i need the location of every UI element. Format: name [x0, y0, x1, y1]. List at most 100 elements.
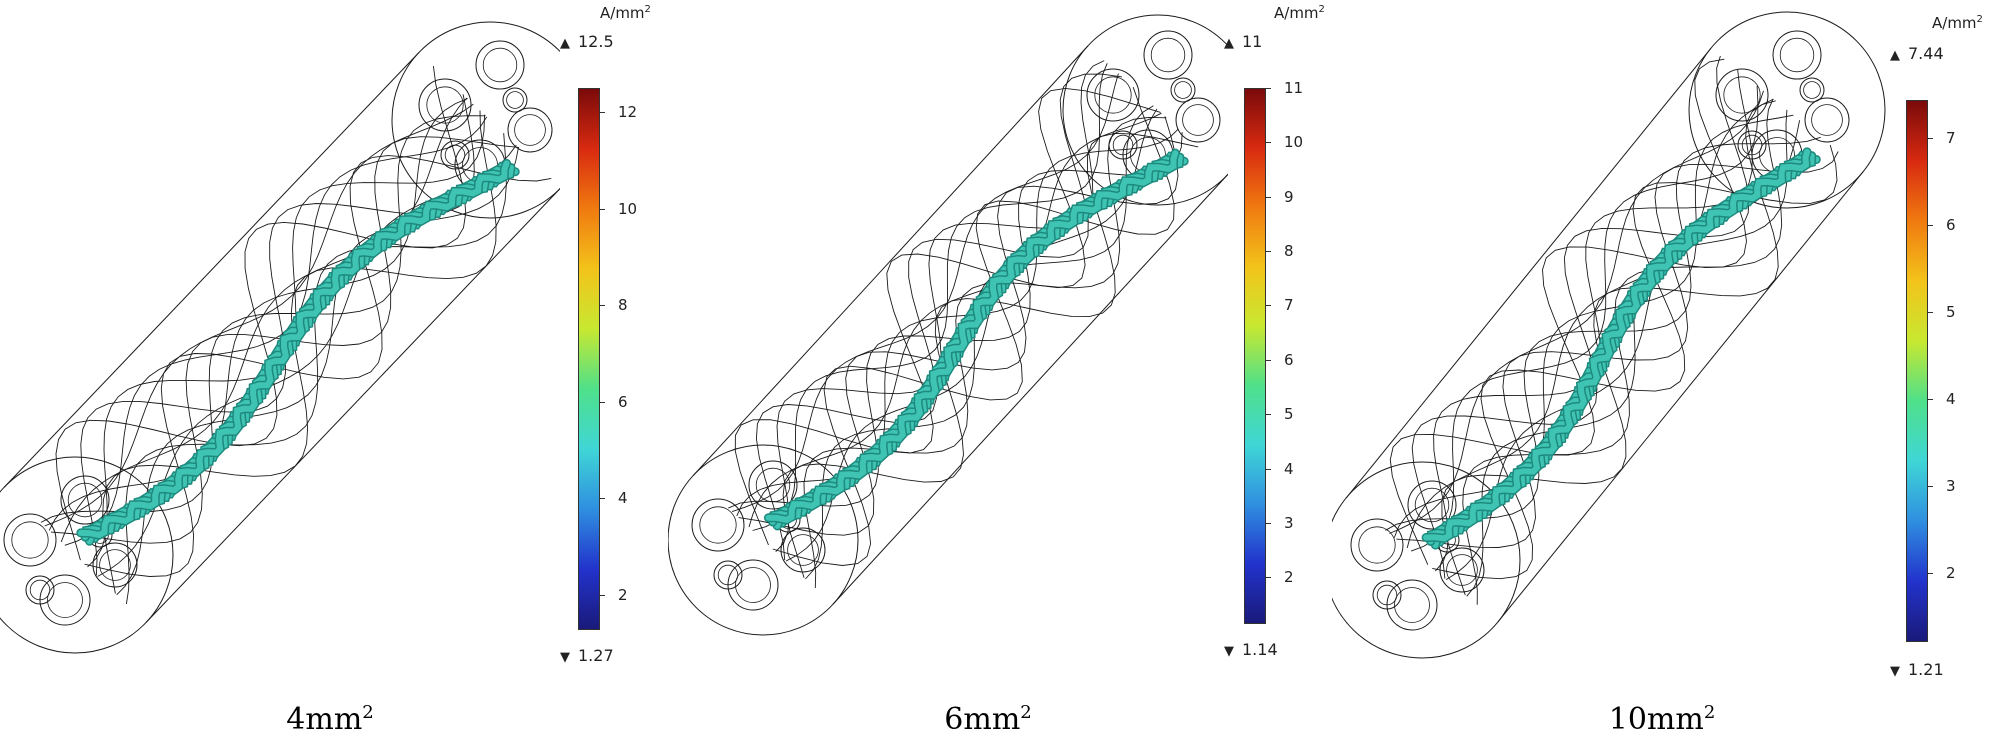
colorbar-tick-label: 4 — [1946, 390, 1956, 409]
wire-path — [805, 105, 1154, 580]
panel-10mm: A/mm2 ▲ 7.44 2 3 4 5 6 7 ▼ 1.21 10mm2 — [1332, 0, 1997, 742]
strand-circle — [748, 460, 798, 510]
colorbar-tick-mark — [600, 112, 605, 114]
colorbar-tick-mark — [1928, 399, 1933, 401]
cable-model-4mm — [0, 21, 560, 654]
cylinder-edge — [3, 52, 420, 488]
wire-path — [728, 132, 1183, 509]
colorbar-tick-label: 12 — [618, 103, 638, 122]
strand-circle — [1112, 134, 1134, 156]
colorbar-tick-label: 7 — [1946, 129, 1956, 148]
colorbar-tick-mark — [1266, 577, 1271, 579]
colorbar-tick-label: 3 — [1284, 513, 1294, 532]
strand-circle — [691, 498, 745, 552]
conductor-strand — [1427, 152, 1815, 545]
strand-circle — [1150, 37, 1186, 73]
triangle-down-icon: ▼ — [560, 650, 570, 665]
triangle-up-icon: ▲ — [1890, 48, 1900, 63]
wire-path — [755, 73, 1123, 561]
cylinder-edge — [832, 173, 1228, 605]
strand-circle — [1372, 580, 1402, 610]
strand-circle — [1350, 518, 1404, 572]
strand-circle — [11, 521, 49, 559]
colorbar-tick-mark — [1266, 414, 1271, 416]
triangle-down-icon: ▼ — [1890, 664, 1900, 679]
strand-circle — [1094, 76, 1132, 114]
wire-path — [97, 144, 517, 577]
cylinder-edge — [145, 187, 560, 623]
conductor-strand — [1427, 152, 1815, 545]
colorbar-min-label: ▼ 1.21 — [1890, 660, 1944, 679]
strand-circle — [514, 114, 546, 146]
strand-circle — [1394, 587, 1430, 623]
conductor-strand — [77, 160, 510, 539]
conductor-strand — [1423, 148, 1810, 542]
panel-caption: 6mm2 — [944, 702, 1032, 737]
cable-end-face — [1062, 14, 1228, 206]
strand-circle — [1414, 487, 1450, 523]
colorbar-tick-label: 2 — [1946, 564, 1956, 583]
colorbar-tick-mark — [1266, 88, 1271, 89]
wire-path — [1393, 114, 1794, 538]
panel-caption: 10mm2 — [1608, 702, 1716, 737]
strand-circle — [1175, 97, 1221, 143]
panel-4mm: A/mm2 ▲ 12.5 2 4 6 8 10 12 ▼ 1.27 4mm2 — [0, 0, 665, 742]
cable-end-face — [1688, 11, 1886, 209]
strand-circle — [506, 91, 524, 109]
strand-circle — [1772, 30, 1822, 80]
cable-end-face — [668, 444, 859, 636]
colorbar-tick-mark — [1928, 138, 1933, 140]
strand-circle — [780, 527, 826, 573]
wire-path — [1406, 98, 1774, 549]
colorbar-tick-label: 2 — [618, 585, 628, 604]
colorbar-tick-label: 4 — [1284, 459, 1294, 478]
colorbar-tick-label: 6 — [618, 392, 628, 411]
colorbar-tick-mark — [1266, 196, 1271, 198]
strand-circle — [1804, 97, 1850, 143]
strand-circle — [787, 534, 819, 566]
strand-circle — [1376, 584, 1398, 606]
colorbar-unit: A/mm2 — [600, 4, 651, 22]
colorbar-tick-label: 6 — [1284, 350, 1294, 369]
wire-path — [64, 116, 488, 546]
wire-path — [1433, 69, 1753, 572]
wire-path — [44, 103, 474, 527]
colorbar-tick-mark — [600, 594, 605, 596]
colorbar-max-label: ▲ 7.44 — [1890, 44, 1944, 63]
colorbar-tick-label: 10 — [1284, 133, 1304, 152]
colorbar-min-label: ▼ 1.27 — [560, 646, 614, 665]
strand-circle — [99, 549, 131, 581]
panel-caption: 4mm2 — [286, 702, 374, 737]
strand-circle — [92, 542, 138, 588]
conductor-strand — [768, 152, 1185, 527]
wire-path — [731, 73, 1119, 513]
colorbar — [1906, 100, 1928, 642]
triangle-down-icon: ▼ — [1224, 644, 1234, 659]
wire-path — [1462, 98, 1783, 605]
cylinder-edge — [1345, 47, 1712, 499]
wire-path — [752, 63, 1108, 531]
strand-circle — [1358, 526, 1396, 564]
strand-circle — [735, 567, 771, 603]
colorbar-tick-mark — [600, 498, 605, 500]
strand-circle — [1803, 81, 1821, 99]
cable-end-face — [391, 21, 560, 219]
colorbar-tick-label: 5 — [1284, 405, 1294, 424]
colorbar-tick-label: 7 — [1284, 296, 1294, 315]
strand-circle — [1811, 104, 1843, 136]
strand-circle — [1086, 68, 1140, 122]
colorbar-tick-mark — [1266, 522, 1271, 524]
colorbar-tick-label: 2 — [1284, 568, 1294, 587]
strand-circle — [713, 560, 743, 590]
conductor-strand — [769, 154, 1183, 525]
wire-path — [782, 132, 1199, 578]
strand-circle — [475, 40, 525, 90]
colorbar-tick-mark — [1928, 225, 1933, 227]
strand-circle — [1723, 76, 1761, 114]
cable-model-10mm — [1332, 11, 1886, 659]
colorbar-tick-label: 8 — [618, 296, 628, 315]
strand-circle — [1170, 77, 1196, 103]
colorbar-max-label: ▲ 12.5 — [560, 32, 614, 51]
strand-circle — [699, 506, 737, 544]
colorbar-min-label: ▼ 1.14 — [1224, 640, 1278, 659]
